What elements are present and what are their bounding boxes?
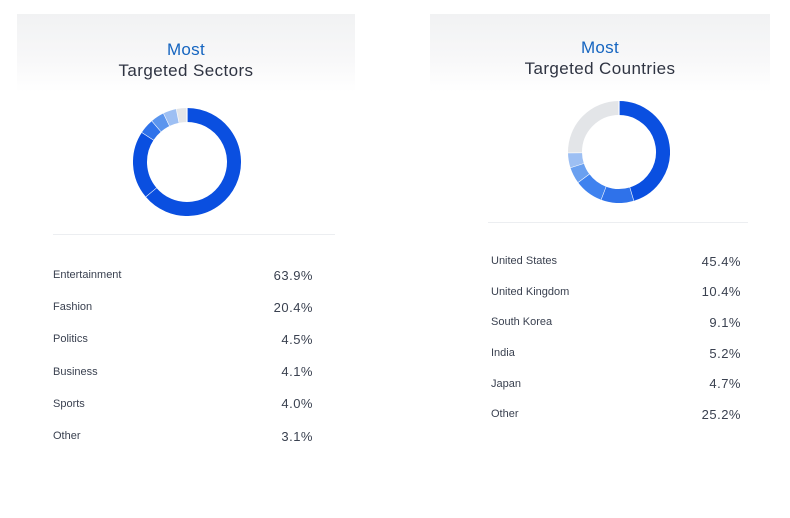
sectors-slice-separator [151, 120, 162, 132]
sectors-slice-business [152, 113, 170, 132]
countries-row: United States 45.4% [491, 246, 741, 277]
sectors-row-value: 20.4% [273, 299, 313, 315]
countries-title-accent: Most [580, 38, 620, 57]
countries-list: United States 45.4% United Kingdom 10.4% Sou… [491, 246, 741, 430]
sectors-slice-sports [163, 109, 180, 127]
countries-row: India 5.2% [491, 338, 741, 369]
countries-row-label: India [491, 347, 515, 360]
sectors-row-value: 63.9% [273, 267, 313, 283]
sectors-list: Entertainment 63.9% Fashion 20.4% Politics 4.… [53, 259, 313, 452]
countries-slice-south-korea [577, 173, 607, 200]
countries-row-value: 45.4% [701, 253, 741, 269]
sectors-row: Fashion 20.4% [53, 291, 313, 323]
sectors-slice-separator [163, 113, 171, 127]
sectors-row-label: Sports [53, 397, 85, 410]
sectors-card-header: Most Targeted Sectors [17, 14, 355, 92]
countries-title: Targeted Countries [524, 59, 676, 78]
countries-row-value: 25.2% [701, 406, 741, 422]
sectors-row-label: Business [53, 365, 98, 378]
countries-row-value: 9.1% [709, 314, 741, 330]
countries-card: Most Targeted Countries United States 45.… [430, 14, 770, 422]
countries-row: Other 25.2% [491, 399, 741, 430]
countries-row: United Kingdom 10.4% [491, 277, 741, 308]
sectors-row-label: Entertainment [53, 269, 122, 282]
countries-row-label: South Korea [491, 316, 553, 329]
countries-slice-other [568, 101, 620, 153]
sectors-title-accent: Most [166, 40, 206, 59]
sectors-row-value: 4.1% [281, 364, 313, 380]
sectors-row: Entertainment 63.9% [53, 259, 313, 291]
sectors-card: Most Targeted Sectors Entertainment 63.9%… [17, 14, 355, 444]
countries-divider [488, 222, 748, 223]
countries-row-value: 10.4% [701, 284, 741, 300]
sectors-row: Business 4.1% [53, 356, 313, 388]
sectors-row-label: Fashion [53, 301, 93, 314]
sectors-row-value: 4.5% [281, 331, 313, 347]
sectors-donut [133, 108, 241, 221]
sectors-row-label: Other [53, 430, 81, 443]
sectors-slice-politics [141, 120, 162, 141]
sectors-row: Politics 4.5% [53, 323, 313, 355]
countries-row: South Korea 9.1% [491, 307, 741, 338]
sectors-title: Targeted Sectors [118, 61, 254, 80]
countries-row-label: Other [491, 408, 519, 421]
countries-row-value: 5.2% [709, 345, 741, 361]
countries-slice-united-kingdom [600, 186, 634, 203]
sectors-row: Sports 4.0% [53, 388, 313, 420]
countries-row-label: Japan [491, 377, 521, 390]
sectors-slice-entertainment [145, 108, 241, 216]
sectors-slice-fashion [133, 132, 157, 197]
countries-row-label: United Kingdom [491, 285, 570, 298]
countries-row-value: 4.7% [709, 376, 741, 392]
sectors-row: Other 3.1% [53, 420, 313, 452]
countries-row: Japan 4.7% [491, 368, 741, 399]
sectors-row-value: 4.0% [281, 396, 313, 412]
countries-slice-japan [568, 152, 584, 168]
sectors-divider [53, 234, 335, 235]
sectors-row-value: 3.1% [281, 428, 313, 444]
countries-slice-india [570, 162, 590, 183]
countries-row-label: United States [491, 255, 558, 268]
sectors-slice-other [176, 108, 188, 123]
countries-slice-united-states [618, 101, 670, 201]
countries-card-header: Most Targeted Countries [430, 14, 770, 92]
countries-donut [567, 101, 670, 208]
sectors-row-label: Politics [53, 333, 88, 346]
